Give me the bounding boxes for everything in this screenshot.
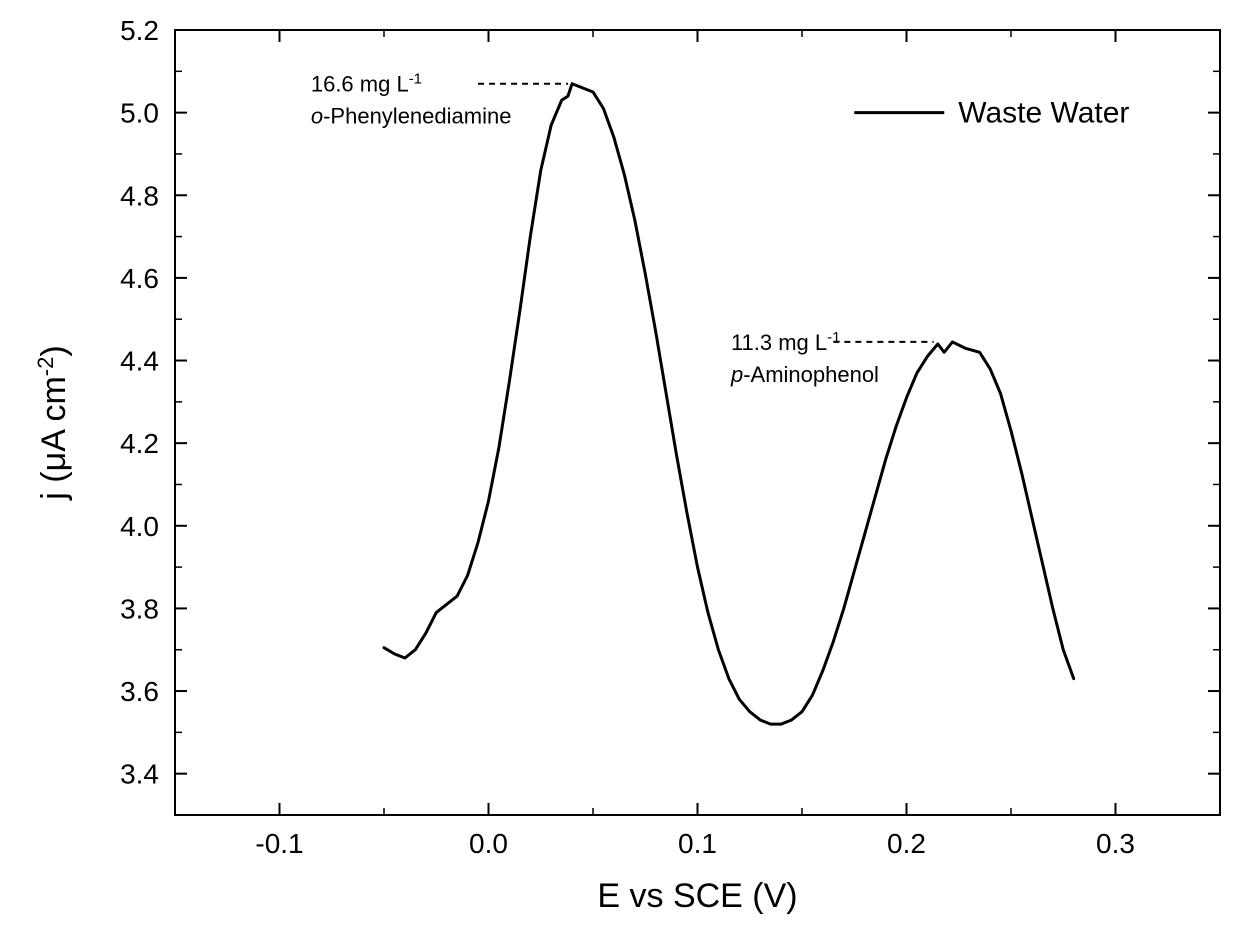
svg-text:0.3: 0.3 [1096, 828, 1135, 859]
svg-text:4.0: 4.0 [120, 511, 159, 542]
svg-text:4.2: 4.2 [120, 428, 159, 459]
svg-text:j (μA cm-2): j (μA cm-2) [33, 345, 74, 500]
series-waste-water [384, 84, 1074, 724]
peak2-name: p-Aminophenol [730, 362, 879, 387]
peak2-conc: 11.3 mg L-1 [731, 328, 841, 355]
svg-text:3.6: 3.6 [120, 676, 159, 707]
svg-text:4.4: 4.4 [120, 346, 159, 377]
svg-text:5.2: 5.2 [120, 15, 159, 46]
legend-label: Waste Water [958, 97, 1129, 130]
svg-text:E vs SCE (V): E vs SCE (V) [597, 877, 797, 915]
peak1-conc: 16.6 mg L-1 [311, 70, 422, 97]
svg-text:3.8: 3.8 [120, 593, 159, 624]
svg-text:-0.1: -0.1 [255, 828, 303, 859]
svg-text:0.1: 0.1 [678, 828, 717, 859]
svg-text:0.2: 0.2 [887, 828, 926, 859]
svg-text:3.4: 3.4 [120, 759, 159, 790]
svg-text:5.0: 5.0 [120, 98, 159, 129]
svg-text:4.6: 4.6 [120, 263, 159, 294]
chart-svg: -0.1 0.0 0.1 0.2 0.3 E vs SCE (V) 3.4 3.6 3.8 4.0… [0, 0, 1240, 935]
svg-text:4.8: 4.8 [120, 180, 159, 211]
chart-container: -0.1 0.0 0.1 0.2 0.3 E vs SCE (V) 3.4 3.6 3.8 4.0… [0, 0, 1240, 935]
svg-text:0.0: 0.0 [469, 828, 508, 859]
peak1-name: o-Phenylenediamine [311, 104, 512, 129]
